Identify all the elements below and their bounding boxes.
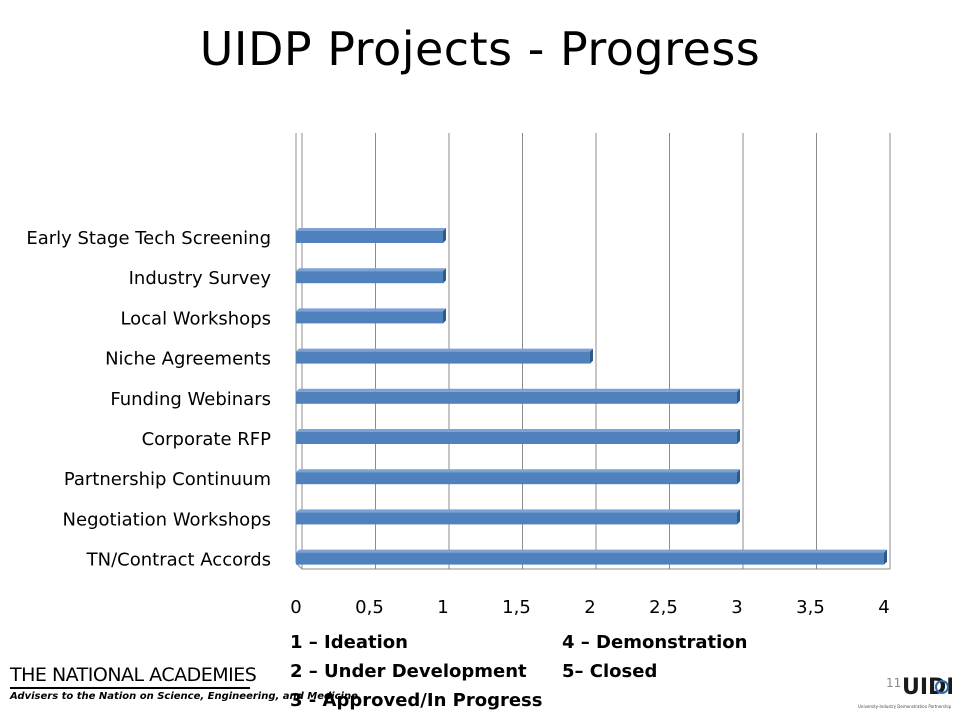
x-tick-label: 3,5 xyxy=(796,597,825,618)
bar-top xyxy=(296,388,740,392)
x-tick-label: 0 xyxy=(290,597,301,618)
bar-top xyxy=(296,228,446,231)
uidp-logo-ring xyxy=(935,680,949,694)
org-name: THE NATIONAL ACADEMIES xyxy=(10,664,257,686)
legend-item-closed: 5– Closed xyxy=(562,661,658,682)
bar-side xyxy=(884,549,887,565)
category-label: Industry Survey xyxy=(129,268,272,289)
national-academies-logo: THE NATIONAL ACADEMIES Advisers to the N… xyxy=(10,664,358,702)
bar xyxy=(296,512,737,525)
bar-side xyxy=(443,308,446,324)
bar-top xyxy=(296,429,740,432)
x-tick-label: 4 xyxy=(878,597,889,618)
x-tick-label: 1 xyxy=(437,597,448,618)
category-label: Negotiation Workshops xyxy=(63,509,271,530)
bar-side xyxy=(737,429,740,444)
bar-top xyxy=(296,509,740,513)
bar xyxy=(296,271,443,284)
bar-top xyxy=(296,348,593,352)
bar xyxy=(296,552,884,565)
bar-side xyxy=(737,469,740,485)
x-tick-label: 1,5 xyxy=(502,597,531,618)
legend-right: 4 – Demonstration 5– Closed xyxy=(562,628,747,686)
bar xyxy=(296,472,737,485)
bar xyxy=(296,311,443,324)
bar xyxy=(296,432,737,444)
bar-side xyxy=(590,348,593,364)
category-label: Partnership Continuum xyxy=(64,469,271,490)
page-number: 11 xyxy=(886,676,902,690)
bar-chart: 0 0,5 1 1,5 2 2,5 3 3,5 4 Early Stage Tech Screen… xyxy=(26,133,891,618)
bar-top xyxy=(296,308,446,312)
slide-title: UIDP Projects - Progress xyxy=(199,22,761,76)
logo-divider xyxy=(10,687,250,689)
legend-item-approved: 3 - Approved/In Progress xyxy=(290,690,543,711)
bar-side xyxy=(443,228,446,243)
category-label: TN/Contract Accords xyxy=(86,550,271,571)
category-label: Early Stage Tech Screening xyxy=(26,228,271,249)
uidp-logo-text: UIDP xyxy=(902,675,952,700)
x-tick-label: 3 xyxy=(731,597,742,618)
bar xyxy=(296,351,590,364)
bar-top xyxy=(296,268,446,272)
category-label: Corporate RFP xyxy=(142,429,272,450)
legend-item-ideation: 1 – Ideation xyxy=(290,632,408,653)
org-tagline: Advisers to the Nation on Science, Engin… xyxy=(10,691,358,702)
bar-top xyxy=(296,469,740,473)
uidp-logo: UIDP University-Industry Demonstration P… xyxy=(858,675,952,709)
uidp-logo-subtext: University-Industry Demonstration Partne… xyxy=(858,704,952,709)
x-tick-label: 2 xyxy=(584,597,595,618)
legend-item-demonstration: 4 – Demonstration xyxy=(562,632,748,653)
x-tick-label: 2,5 xyxy=(649,597,678,618)
legend-item-under-development: 2 – Under Development xyxy=(290,661,527,682)
bar xyxy=(296,391,737,404)
bar xyxy=(296,231,443,243)
bar-top xyxy=(296,549,887,553)
legend-left: 1 – Ideation 2 – Under Development 3 - A… xyxy=(290,628,542,715)
bar-side xyxy=(737,509,740,525)
bar-side xyxy=(443,268,446,284)
category-label: Funding Webinars xyxy=(110,389,271,410)
bar-side xyxy=(737,388,740,404)
category-label: Local Workshops xyxy=(120,308,271,329)
category-label: Niche Agreements xyxy=(105,349,271,370)
x-tick-label: 0,5 xyxy=(355,597,384,618)
